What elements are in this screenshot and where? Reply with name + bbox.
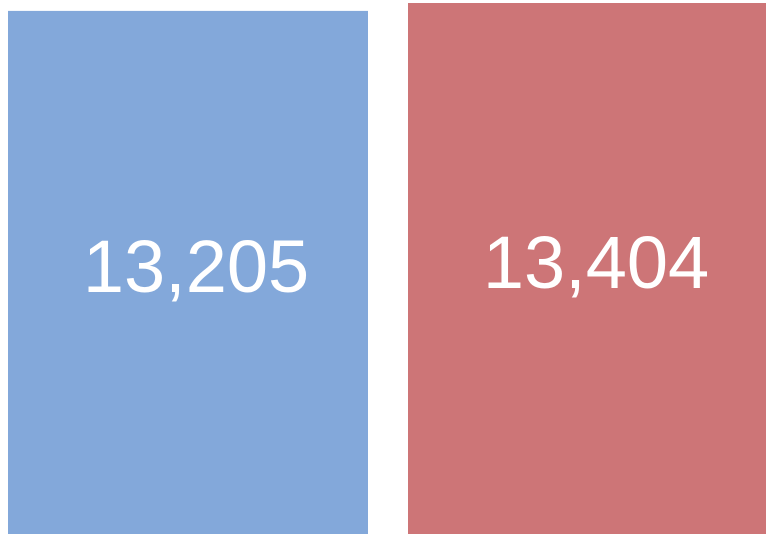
value-label: 13,205 [83, 225, 309, 308]
value-label: 13,404 [483, 221, 709, 304]
bar [408, 3, 766, 534]
bar [8, 10, 368, 534]
